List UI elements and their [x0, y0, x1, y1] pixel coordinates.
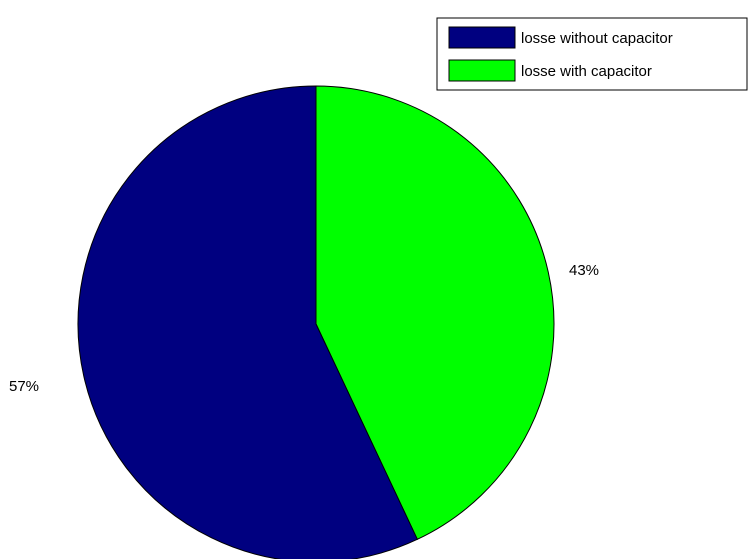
- slice-with-capacitor: [315, 85, 555, 541]
- slice-label-without-capacitor: 57%: [9, 378, 39, 395]
- slice-label-with-capacitor: 43%: [569, 262, 599, 279]
- legend-swatch-with-capacitor: [448, 59, 516, 82]
- slice-without-capacitor: [77, 85, 419, 559]
- legend: losse without capacitor losse with capac…: [436, 17, 748, 91]
- slice-labels: 43% 57%: [9, 262, 599, 395]
- legend-swatch-without-capacitor: [448, 26, 516, 49]
- legend-label-without-capacitor: losse without capacitor: [521, 30, 673, 47]
- legend-label-with-capacitor: losse with capacitor: [521, 63, 652, 80]
- pie-slices: [77, 85, 555, 559]
